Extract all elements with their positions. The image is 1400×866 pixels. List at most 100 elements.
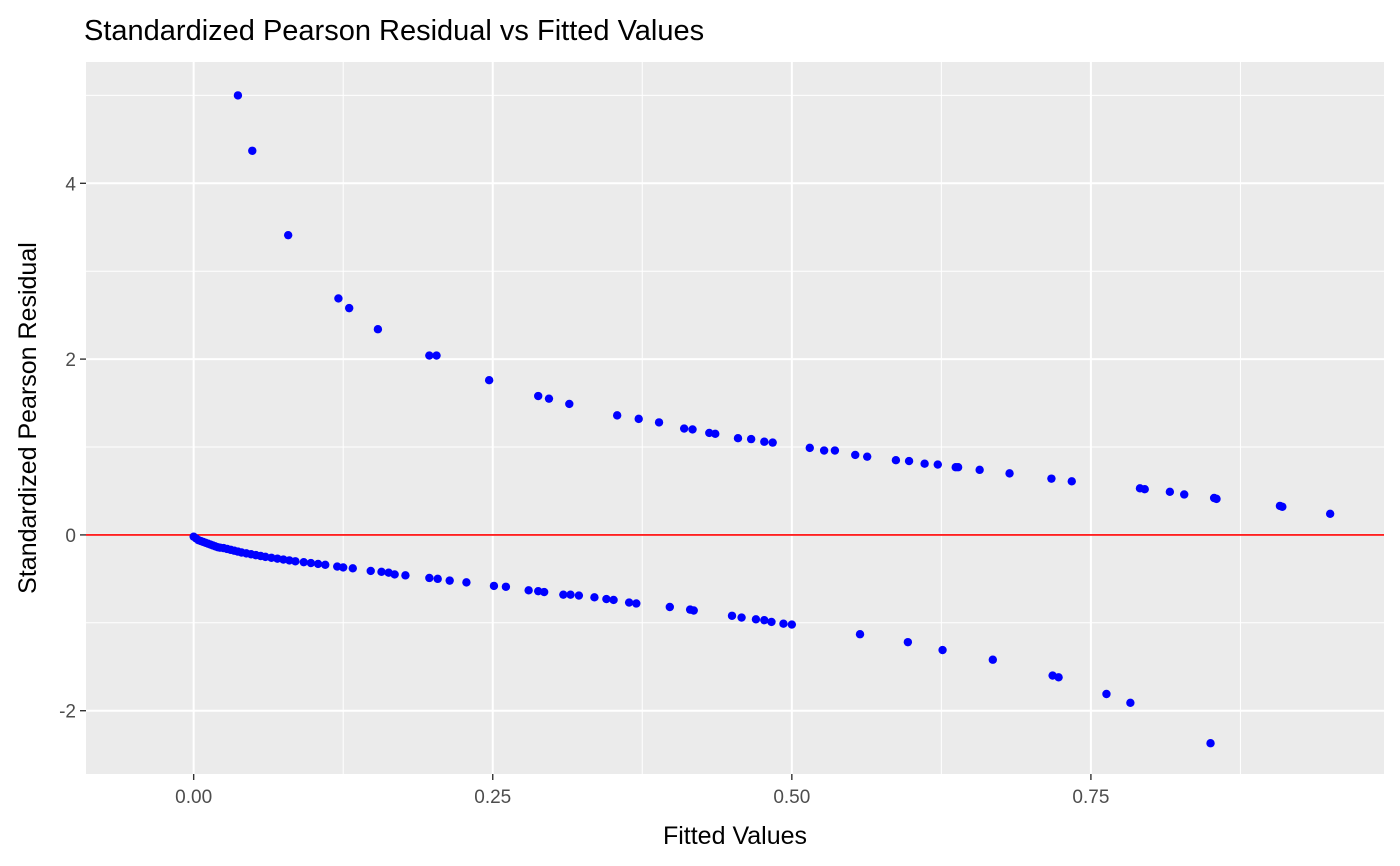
data-point [679,424,689,433]
data-point [751,615,761,624]
data-point [779,619,788,628]
data-point [524,586,533,595]
data-point [484,376,494,385]
data-point [445,576,454,585]
data-point [566,590,575,599]
data-point [432,351,441,360]
x-axis-ticks: 0.00 0.25 0.50 0.75 [175,774,1109,808]
data-point [953,463,963,472]
data-point [1047,474,1056,483]
data-point [233,91,243,100]
data-point [654,418,664,427]
data-point [830,446,840,455]
data-point [574,591,584,600]
data-point [1165,487,1175,497]
data-point [689,606,698,615]
data-point [283,230,293,240]
data-point [746,434,756,444]
data-point [602,594,611,604]
data-point [339,563,348,572]
plot-panel [86,62,1384,774]
y-tick-label: 2 [65,350,76,371]
data-point [373,325,383,334]
data-point [344,303,354,313]
x-tick-label: 0.00 [175,787,212,808]
data-point [1102,689,1111,699]
data-point [248,146,257,155]
data-point [590,593,599,602]
data-point [1054,673,1063,682]
data-point [377,567,386,577]
data-point [348,564,357,573]
data-point [1005,469,1014,478]
chart-title: Standardized Pearson Residual vs Fitted … [84,15,704,47]
y-tick-label: 0 [65,526,76,547]
data-point [855,630,865,639]
data-point [862,452,872,461]
data-point [733,434,743,443]
data-point [1126,698,1135,707]
data-point [1180,490,1189,499]
data-point [933,460,942,469]
data-point [609,595,618,605]
data-point [737,613,746,622]
data-point [1206,739,1215,748]
data-point [1278,502,1287,511]
data-point [489,581,499,591]
data-point [612,411,622,420]
data-point [334,294,343,303]
data-point [1067,477,1076,486]
data-point [1212,494,1221,504]
data-point [366,566,375,576]
data-point [711,429,720,439]
data-point [891,455,901,465]
data-point [565,399,574,409]
data-point [851,450,860,460]
data-point [321,560,330,569]
data-point [299,557,308,567]
data-point [425,351,434,360]
data-point [665,602,675,612]
data-point [760,437,769,446]
data-point [544,394,554,403]
data-point [920,459,929,468]
y-axis-title: Standardized Pearson Residual [14,242,42,594]
data-point [760,615,769,625]
y-tick-label: 4 [65,174,76,195]
data-point [634,414,643,424]
data-point [501,582,511,591]
data-point [787,620,797,629]
data-point [938,645,947,655]
data-point [306,558,316,568]
data-point [462,578,471,587]
x-tick-label: 0.75 [1072,787,1109,808]
x-tick-label: 0.50 [773,787,810,808]
data-point [632,599,641,608]
y-tick-label: -2 [59,702,76,723]
data-point [805,443,814,453]
data-point [534,391,543,401]
data-point [903,637,913,647]
data-point [727,611,737,620]
data-point [975,465,984,475]
minor-gridlines [86,62,1384,774]
data-point [313,559,323,569]
data-point [401,571,410,580]
data-point [767,617,776,627]
data-point [559,590,568,599]
data-point [624,598,634,607]
data-point [819,446,829,455]
data-point [291,557,300,566]
data-point [539,587,549,597]
data-point [425,573,434,583]
x-axis-title: Fitted Values [663,822,807,850]
x-tick-label: 0.25 [474,787,511,808]
data-point [433,574,442,584]
data-point [390,570,399,579]
data-point [988,655,998,664]
data-point [904,456,914,466]
data-point [1325,509,1335,519]
data-point [768,438,777,447]
